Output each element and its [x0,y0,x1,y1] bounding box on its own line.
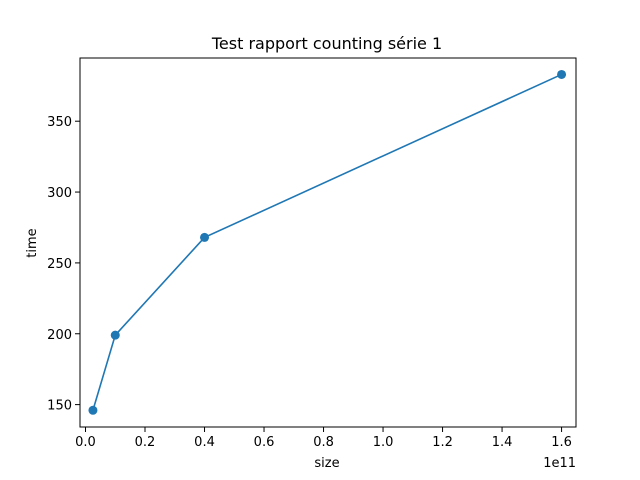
x-tick-label: 1.2 [432,435,453,450]
series-line [92,73,562,411]
data-point [88,405,98,415]
data-point [557,69,567,79]
y-tick-label: 300 [47,186,72,201]
x-tick-label: 0.0 [75,435,96,450]
chart-title: Test rapport counting série 1 [211,34,442,53]
y-tick-label: 250 [47,257,72,272]
y-tick-label: 350 [47,115,72,130]
axes-frame [79,57,577,428]
x-tick-label: 0.8 [313,435,334,450]
data-point [200,232,210,242]
plot-area: 0.0 0.2 0.4 0.6 0.8 1.0 1.2 1.4 1.6 150 200 250 300 3… [47,57,577,450]
x-axis-offset-label: 1e11 [543,456,576,471]
y-tick-label: 200 [47,328,72,343]
y-tick-label: 150 [47,399,72,414]
x-axis-label: size [314,456,339,471]
x-tick-label: 0.6 [254,435,275,450]
y-axis-label: time [25,228,40,257]
data-point [110,330,120,340]
x-tick-label: 1.6 [551,435,572,450]
x-tick-label: 1.0 [373,435,394,450]
x-tick-label: 1.4 [492,435,513,450]
x-tick-label: 0.4 [194,435,215,450]
x-tick-label: 0.2 [135,435,156,450]
